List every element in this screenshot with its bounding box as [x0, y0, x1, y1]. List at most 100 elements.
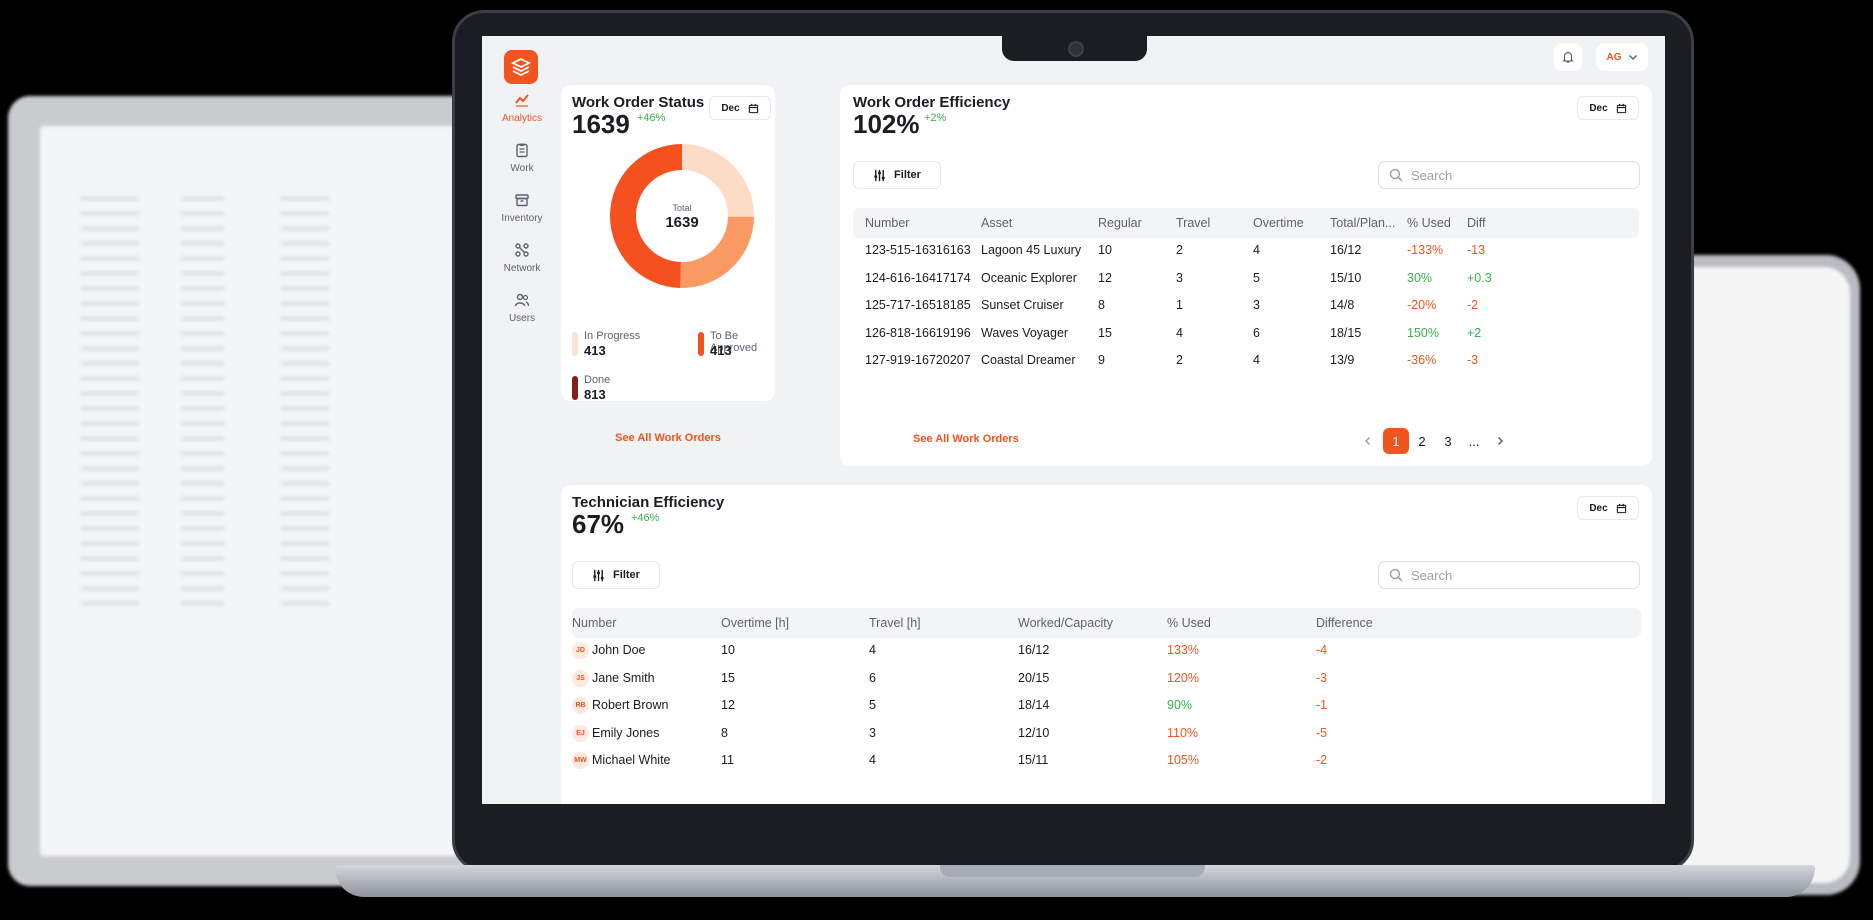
table-cell-used: 90%: [1167, 698, 1193, 713]
placeholder-line: [80, 241, 140, 246]
filter-button[interactable]: Filter: [853, 161, 941, 189]
filter-label: Filter: [613, 569, 640, 581]
technician-name: Robert Brown: [592, 698, 669, 713]
placeholder-line: [180, 301, 225, 306]
notifications-button[interactable]: [1554, 43, 1582, 71]
sidebar: Analytics Work Inventory Network Users: [482, 36, 562, 804]
table-cell-overtime: 6: [1253, 325, 1260, 340]
placeholder-line: [280, 451, 330, 456]
placeholder-line: [280, 526, 330, 531]
see-all-work-orders-link[interactable]: See All Work Orders: [615, 432, 721, 444]
sidebar-item-inventory[interactable]: Inventory: [482, 192, 562, 224]
placeholder-line: [80, 436, 140, 441]
table-cell-asset: Waves Voyager: [981, 325, 1069, 340]
table-cell-travel: 4: [1176, 325, 1183, 340]
donut-slice-to-be-approved: [680, 216, 754, 288]
technician-name: Michael White: [592, 753, 671, 768]
table-cell-overtime: 11: [721, 753, 734, 768]
background-desktop-mockup: [8, 96, 528, 886]
placeholder-line: [180, 556, 225, 561]
table-cell-number: 127-919-16720207: [865, 353, 971, 368]
placeholder-line: [80, 421, 140, 426]
placeholder-line: [80, 541, 140, 546]
sidebar-item-work[interactable]: Work: [482, 142, 562, 174]
see-all-work-orders-link[interactable]: See All Work Orders: [913, 433, 1019, 445]
calendar-icon: [1616, 503, 1626, 513]
sidebar-item-label: Analytics: [501, 113, 542, 124]
chevron-right-icon[interactable]: [1487, 428, 1513, 454]
placeholder-line: [80, 211, 140, 216]
placeholder-line: [280, 241, 330, 246]
sidebar-item-users[interactable]: Users: [482, 292, 562, 324]
table-cell-worked: 15/11: [1018, 753, 1049, 768]
month-picker-button[interactable]: Dec: [1577, 496, 1639, 520]
placeholder-line: [280, 601, 330, 606]
table-cell-overtime: 3: [1253, 298, 1260, 313]
table-cell-travel: 3: [1176, 270, 1183, 285]
table-cell-used: 120%: [1167, 670, 1199, 685]
sidebar-item-network[interactable]: Network: [482, 242, 562, 274]
page-button[interactable]: 2: [1418, 433, 1426, 449]
table-cell-regular: 15: [1098, 325, 1112, 340]
donut-center-value: 1639: [665, 214, 699, 231]
page-button[interactable]: ...: [1468, 433, 1480, 449]
donut-slice-done: [609, 144, 682, 288]
column-header: Overtime [h]: [721, 616, 790, 630]
chevron-down-icon: [1628, 54, 1637, 61]
month-picker-button[interactable]: Dec: [1577, 96, 1639, 120]
donut-center-label: Total: [672, 203, 692, 213]
page-button[interactable]: 3: [1444, 433, 1452, 449]
placeholder-line: [80, 271, 140, 276]
month-picker-button[interactable]: Dec: [709, 96, 771, 120]
placeholder-line: [180, 346, 225, 351]
table-cell-overtime: 4: [1253, 353, 1260, 368]
table-cell-regular: 10: [1098, 243, 1112, 257]
column-header: Overtime: [1253, 216, 1304, 230]
sidebar-item-label: Work: [510, 163, 534, 174]
table-cell-diff: -3: [1467, 353, 1479, 368]
column-header: Worked/Capacity: [1018, 616, 1113, 630]
table-cell-total: 15/10: [1330, 270, 1362, 285]
table-cell-number: 124-616-16417174: [865, 270, 971, 285]
search-input[interactable]: [1411, 167, 1611, 183]
column-header: Number: [572, 616, 617, 630]
column-header: Difference: [1316, 616, 1373, 630]
table-cell-difference: -5: [1316, 725, 1328, 740]
table-cell-worked: 18/14: [1018, 698, 1050, 713]
sidebar-item-analytics[interactable]: Analytics: [482, 92, 562, 124]
placeholder-line: [180, 511, 225, 516]
chevron-left-icon[interactable]: [1355, 428, 1381, 454]
placeholder-line: [80, 316, 140, 321]
table-cell-asset: Sunset Cruiser: [981, 298, 1064, 313]
placeholder-line: [80, 301, 140, 306]
technician-efficiency-delta: +46%: [631, 512, 660, 524]
table-cell-used: -133%: [1407, 243, 1444, 257]
placeholder-line: [80, 451, 140, 456]
placeholder-line: [280, 331, 330, 336]
table-cell-regular: 8: [1098, 298, 1105, 313]
legend-label-done: Done: [584, 374, 611, 386]
placeholder-line: [180, 316, 225, 321]
table-cell-travel: 3: [869, 725, 876, 740]
technician-name: John Doe: [592, 643, 646, 657]
month-label: Dec: [1589, 102, 1608, 114]
month-label: Dec: [1589, 502, 1608, 514]
sidebar-item-label: Inventory: [501, 213, 543, 224]
user-menu-button[interactable]: AG: [1596, 43, 1648, 71]
table-cell-used: 105%: [1167, 753, 1199, 768]
filter-button[interactable]: Filter: [572, 561, 660, 589]
legend-label-in-progress: In Progress: [584, 330, 641, 342]
placeholder-line: [180, 376, 225, 381]
placeholder-line: [80, 256, 140, 261]
placeholder-line: [80, 226, 140, 231]
placeholder-line: [280, 256, 330, 261]
card-title: Work Order Status: [572, 94, 705, 111]
card-title: Technician Efficiency: [572, 494, 725, 511]
app-logo-icon[interactable]: [504, 50, 538, 84]
search-input[interactable]: [1411, 567, 1611, 583]
placeholder-line: [280, 436, 330, 441]
placeholder-line: [180, 526, 225, 531]
page-button[interactable]: 1: [1383, 428, 1409, 454]
placeholder-line: [280, 496, 330, 501]
table-cell-regular: 9: [1098, 353, 1105, 368]
